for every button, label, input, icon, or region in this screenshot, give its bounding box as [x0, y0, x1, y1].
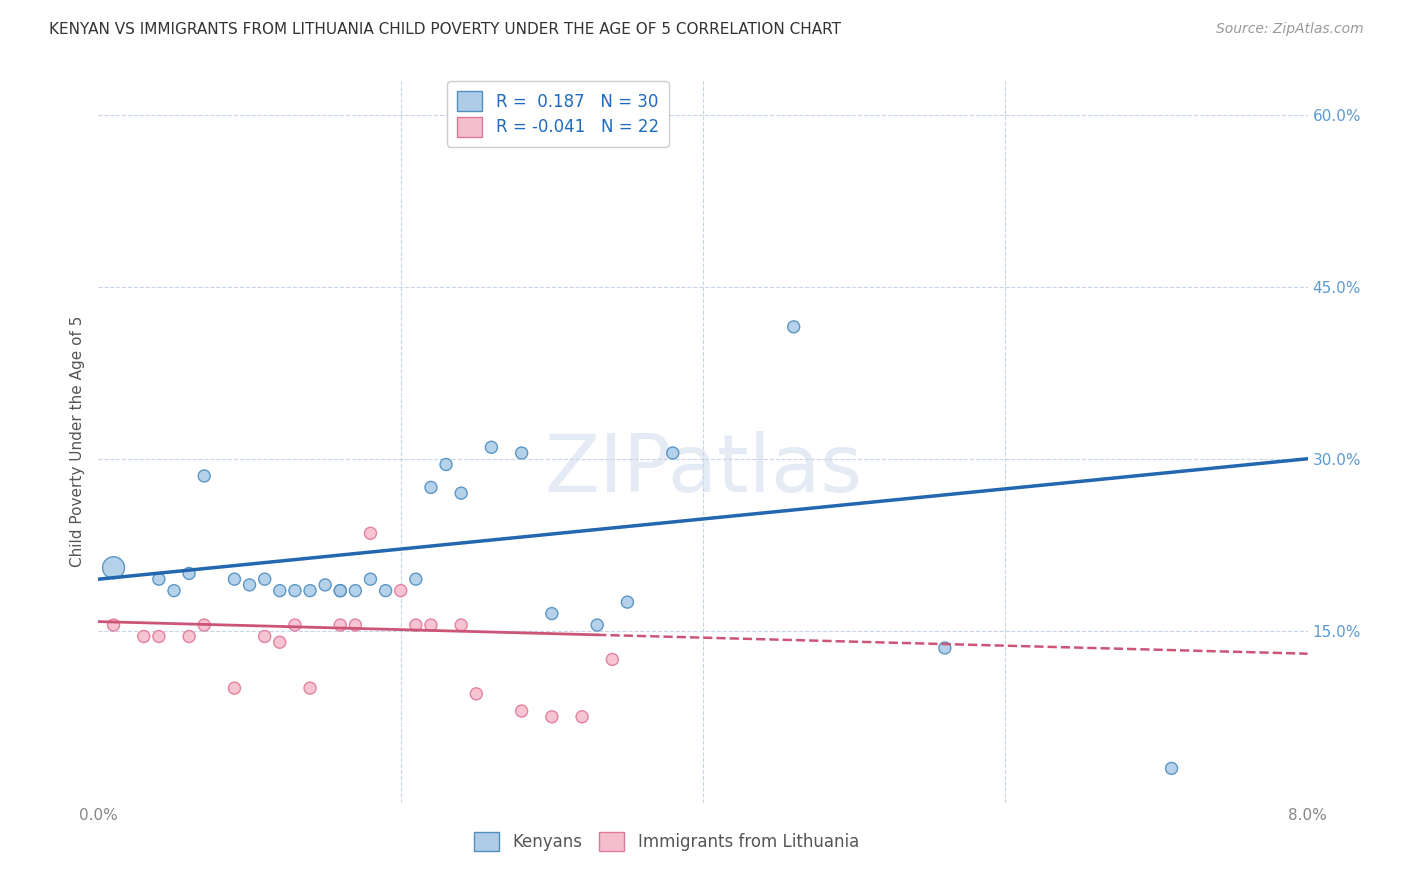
Point	[314, 578, 336, 592]
Point	[103, 618, 125, 632]
Point	[405, 572, 427, 586]
Point	[616, 595, 638, 609]
Text: Source: ZipAtlas.com: Source: ZipAtlas.com	[1216, 22, 1364, 37]
Point	[148, 630, 170, 644]
Point	[783, 319, 806, 334]
Point	[602, 652, 624, 666]
Point	[540, 710, 562, 724]
Point	[374, 583, 396, 598]
Point	[465, 687, 488, 701]
Point	[510, 704, 533, 718]
Point	[510, 446, 533, 460]
Point	[284, 618, 307, 632]
Point	[269, 583, 291, 598]
Point	[163, 583, 186, 598]
Point	[253, 630, 276, 644]
Point	[450, 618, 472, 632]
Point	[103, 560, 125, 574]
Point	[329, 583, 352, 598]
Point	[934, 640, 956, 655]
Point	[193, 618, 215, 632]
Point	[329, 583, 352, 598]
Point	[586, 618, 609, 632]
Point	[179, 630, 201, 644]
Point	[132, 630, 155, 644]
Y-axis label: Child Poverty Under the Age of 5: Child Poverty Under the Age of 5	[69, 316, 84, 567]
Text: KENYAN VS IMMIGRANTS FROM LITHUANIA CHILD POVERTY UNDER THE AGE OF 5 CORRELATION: KENYAN VS IMMIGRANTS FROM LITHUANIA CHIL…	[49, 22, 841, 37]
Point	[360, 526, 382, 541]
Point	[329, 618, 352, 632]
Point	[299, 583, 322, 598]
Point	[224, 681, 246, 695]
Point	[253, 572, 276, 586]
Point	[434, 458, 457, 472]
Point	[450, 486, 472, 500]
Point	[284, 583, 307, 598]
Point	[571, 710, 593, 724]
Point	[420, 480, 443, 494]
Point	[193, 469, 215, 483]
Point	[661, 446, 683, 460]
Point	[344, 618, 367, 632]
Point	[269, 635, 291, 649]
Point	[179, 566, 201, 581]
Legend: Kenyans, Immigrants from Lithuania: Kenyans, Immigrants from Lithuania	[467, 823, 868, 860]
Point	[344, 583, 367, 598]
Point	[405, 618, 427, 632]
Text: ZIPatlas: ZIPatlas	[544, 432, 862, 509]
Point	[148, 572, 170, 586]
Point	[420, 618, 443, 632]
Point	[299, 681, 322, 695]
Point	[1160, 761, 1182, 775]
Point	[389, 583, 412, 598]
Point	[360, 572, 382, 586]
Point	[224, 572, 246, 586]
Point	[481, 440, 503, 454]
Point	[239, 578, 262, 592]
Point	[540, 607, 562, 621]
